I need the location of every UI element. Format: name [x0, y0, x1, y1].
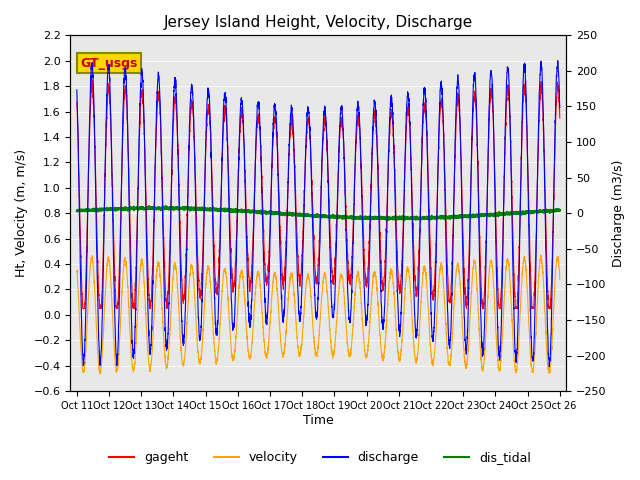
- discharge: [556, 102, 563, 108]
- dis_tidal: [145, 203, 153, 209]
- discharge: [510, 305, 518, 311]
- discharge: [374, 149, 381, 155]
- gageht: [79, 306, 86, 312]
- dis_tidal: [374, 216, 381, 222]
- dis_tidal: [556, 207, 564, 213]
- Y-axis label: Ht, Velocity (m, m/s): Ht, Velocity (m, m/s): [15, 149, 28, 277]
- Legend: gageht, velocity, discharge, dis_tidal: gageht, velocity, discharge, dis_tidal: [104, 446, 536, 469]
- Y-axis label: Discharge (m3/s): Discharge (m3/s): [612, 159, 625, 267]
- dis_tidal: [385, 217, 393, 223]
- Text: GT_usgs: GT_usgs: [80, 57, 138, 70]
- velocity: [73, 268, 81, 274]
- dis_tidal: [365, 216, 373, 222]
- gageht: [208, 173, 216, 179]
- discharge: [545, 364, 553, 370]
- dis_tidal: [73, 208, 81, 214]
- gageht: [374, 153, 381, 158]
- velocity: [510, 355, 518, 361]
- velocity: [177, 338, 184, 344]
- velocity: [208, 303, 216, 309]
- X-axis label: Time: Time: [303, 414, 333, 427]
- discharge: [554, 58, 562, 63]
- discharge: [556, 104, 564, 110]
- Line: dis_tidal: dis_tidal: [77, 206, 560, 220]
- Line: discharge: discharge: [77, 60, 560, 367]
- velocity: [556, 276, 564, 282]
- gageht: [556, 115, 564, 121]
- gageht: [88, 77, 96, 83]
- Title: Jersey Island Height, Velocity, Discharge: Jersey Island Height, Velocity, Discharg…: [164, 15, 473, 30]
- discharge: [73, 87, 81, 93]
- dis_tidal: [208, 207, 216, 213]
- dis_tidal: [177, 206, 184, 212]
- velocity: [97, 371, 104, 377]
- gageht: [365, 239, 373, 245]
- velocity: [537, 252, 545, 258]
- discharge: [177, 262, 184, 267]
- velocity: [365, 334, 373, 339]
- dis_tidal: [556, 207, 563, 213]
- gageht: [177, 240, 184, 246]
- velocity: [556, 270, 563, 276]
- discharge: [365, 280, 372, 286]
- gageht: [510, 275, 518, 280]
- dis_tidal: [510, 211, 518, 217]
- gageht: [73, 99, 81, 105]
- Line: velocity: velocity: [77, 255, 560, 374]
- gageht: [556, 110, 563, 116]
- Line: gageht: gageht: [77, 80, 560, 309]
- discharge: [208, 176, 216, 181]
- velocity: [374, 292, 381, 298]
